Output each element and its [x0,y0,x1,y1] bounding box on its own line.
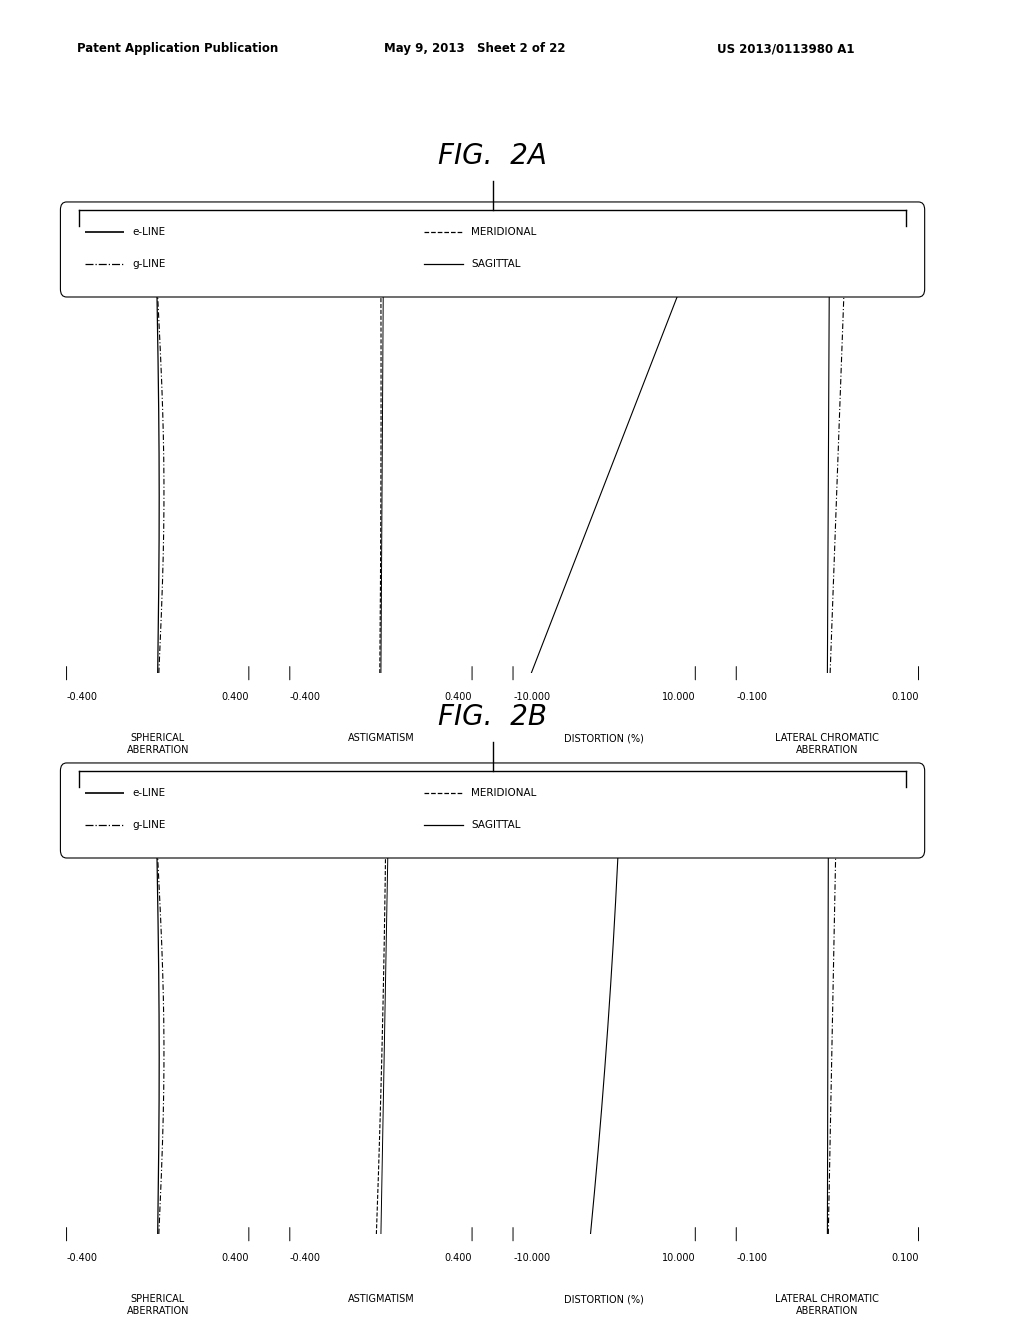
Text: ω=31.4°: ω=31.4° [290,285,339,294]
Text: ω=31.4°: ω=31.4° [736,285,785,294]
Text: -10.000: -10.000 [513,692,550,702]
Text: -0.400: -0.400 [67,1253,97,1263]
Text: DISTORTION (%): DISTORTION (%) [564,1295,644,1304]
Text: SPHERICAL
ABERRATION: SPHERICAL ABERRATION [126,734,189,755]
Text: ω=3.5°: ω=3.5° [736,846,778,855]
Text: 0.400: 0.400 [444,1253,472,1263]
Text: Fno=1.8: Fno=1.8 [67,846,114,855]
Text: SAGITTAL: SAGITTAL [471,259,521,269]
Text: LATERAL CHROMATIC
ABERRATION: LATERAL CHROMATIC ABERRATION [775,1295,880,1316]
Text: Patent Application Publication: Patent Application Publication [77,42,279,55]
Text: 0.400: 0.400 [221,692,249,702]
Text: e-LINE: e-LINE [132,227,165,238]
Text: SAGITTAL: SAGITTAL [471,820,521,830]
Text: ω=3.5°: ω=3.5° [513,846,555,855]
Text: FIG.  2B: FIG. 2B [438,704,547,731]
Text: SPHERICAL
ABERRATION: SPHERICAL ABERRATION [126,1295,189,1316]
Text: g-LINE: g-LINE [132,820,166,830]
Text: LATERAL CHROMATIC
ABERRATION: LATERAL CHROMATIC ABERRATION [775,734,880,755]
Text: 0.100: 0.100 [891,1253,919,1263]
Text: 0.100: 0.100 [891,692,919,702]
Text: Fno=1.8: Fno=1.8 [67,285,114,294]
Text: g-LINE: g-LINE [132,259,166,269]
Text: 0.400: 0.400 [444,692,472,702]
Text: -0.400: -0.400 [290,1253,321,1263]
Text: 10.000: 10.000 [662,692,695,702]
Text: FIG.  2A: FIG. 2A [438,143,547,170]
Text: -0.100: -0.100 [736,692,767,702]
Text: MERIDIONAL: MERIDIONAL [471,788,537,799]
Text: ω=31.4°: ω=31.4° [513,285,562,294]
Text: ASTIGMATISM: ASTIGMATISM [347,1295,415,1304]
Text: -0.400: -0.400 [290,692,321,702]
Text: -0.100: -0.100 [736,1253,767,1263]
Text: May 9, 2013   Sheet 2 of 22: May 9, 2013 Sheet 2 of 22 [384,42,565,55]
Text: -0.400: -0.400 [67,692,97,702]
Text: DISTORTION (%): DISTORTION (%) [564,734,644,743]
Text: ω=3.5°: ω=3.5° [290,846,332,855]
Text: US 2013/0113980 A1: US 2013/0113980 A1 [717,42,854,55]
Text: ASTIGMATISM: ASTIGMATISM [347,734,415,743]
Text: MERIDIONAL: MERIDIONAL [471,227,537,238]
Text: 0.400: 0.400 [221,1253,249,1263]
Text: e-LINE: e-LINE [132,788,165,799]
Text: 10.000: 10.000 [662,1253,695,1263]
Text: -10.000: -10.000 [513,1253,550,1263]
